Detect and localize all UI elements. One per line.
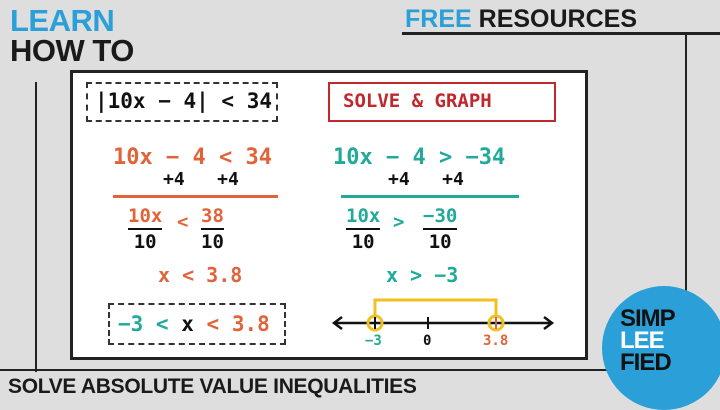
num: 10x bbox=[128, 205, 163, 227]
axis-arrows bbox=[331, 316, 555, 330]
open-circle-high bbox=[487, 314, 505, 332]
den: 10 bbox=[428, 231, 452, 253]
left-eq1: 10x − 4 < 34 bbox=[113, 145, 272, 170]
answer-high: < 3.8 bbox=[206, 312, 270, 336]
free-label: FREE bbox=[405, 5, 472, 33]
bottom-rule bbox=[0, 369, 620, 371]
den: 10 bbox=[133, 231, 157, 253]
label-zero: 0 bbox=[423, 333, 432, 349]
answer-low: −3 < bbox=[118, 312, 169, 336]
left-result: x < 3.8 bbox=[158, 263, 243, 287]
left-op: < bbox=[177, 211, 189, 233]
resources-label: RESOURCES bbox=[478, 5, 638, 33]
learn-heading: LEARN bbox=[10, 3, 115, 38]
left-add: +4 +4 bbox=[163, 169, 239, 190]
solution-bracket bbox=[373, 298, 498, 318]
left-frac-b: 38 10 bbox=[201, 205, 224, 253]
solve-graph-text: SOLVE & GRAPH bbox=[343, 90, 492, 112]
left-rule-line bbox=[113, 195, 278, 198]
right-op: > bbox=[393, 211, 405, 233]
problem-text: |10x − 4| < 34 bbox=[95, 89, 273, 113]
right-frac-a: 10x 10 bbox=[346, 205, 381, 253]
solve-graph-box bbox=[328, 82, 556, 122]
logo-line-1: SIMP bbox=[620, 305, 676, 332]
right-frac-b: −30 10 bbox=[423, 205, 458, 253]
label-high: 3.8 bbox=[483, 333, 509, 349]
num: −30 bbox=[423, 205, 458, 227]
whiteboard: |10x − 4| < 34 SOLVE & GRAPH 10x − 4 < 3… bbox=[70, 70, 588, 360]
number-line bbox=[331, 298, 555, 332]
den: 10 bbox=[351, 231, 375, 253]
num: 10x bbox=[346, 205, 381, 227]
free-resources-heading: FREE RESOURCES bbox=[405, 5, 637, 34]
left-frac-a: 10x 10 bbox=[128, 205, 163, 253]
answer-x: x bbox=[181, 312, 194, 336]
logo-line-2: LEE bbox=[620, 327, 665, 354]
num: 38 bbox=[201, 205, 224, 227]
answer-text: −3 < x < 3.8 bbox=[118, 312, 270, 336]
top-rule bbox=[402, 32, 720, 35]
how-to-heading: HOW TO bbox=[10, 33, 134, 68]
right-eq1: 10x − 4 > −34 bbox=[333, 145, 506, 170]
right-result: x > −3 bbox=[386, 263, 459, 287]
video-title: SOLVE ABSOLUTE VALUE INEQUALITIES bbox=[8, 375, 417, 398]
left-rule bbox=[35, 82, 37, 372]
right-add: +4 +4 bbox=[388, 169, 464, 190]
simpleefied-logo: SIMP LEE FIED bbox=[602, 286, 720, 410]
right-rule bbox=[685, 33, 687, 303]
den: 10 bbox=[201, 231, 224, 253]
logo-line-3: FIED bbox=[620, 349, 672, 376]
label-low: −3 bbox=[365, 333, 382, 349]
open-circle-low bbox=[366, 314, 384, 332]
answer-box bbox=[108, 303, 286, 345]
right-rule-line bbox=[341, 195, 519, 198]
problem-box bbox=[86, 82, 278, 122]
